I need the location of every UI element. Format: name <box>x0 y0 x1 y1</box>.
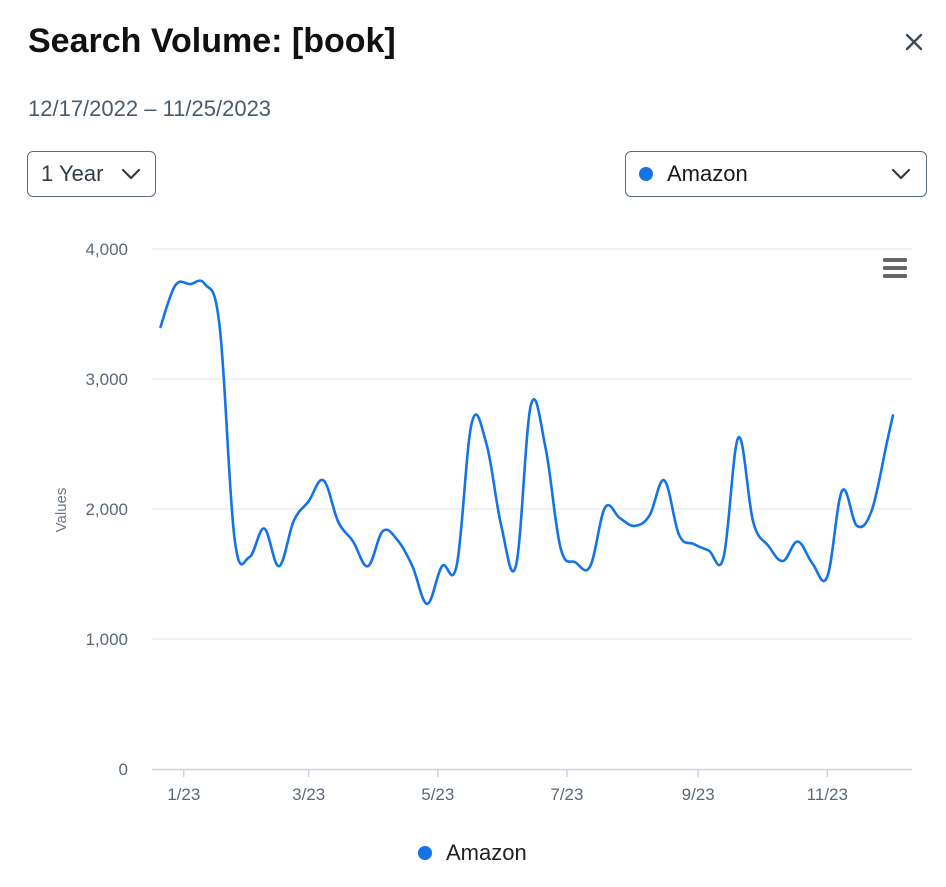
x-tick-label: 9/23 <box>682 785 715 804</box>
x-tick-label: 7/23 <box>550 785 583 804</box>
x-tick-label: 5/23 <box>421 785 454 804</box>
series-layer <box>159 279 895 606</box>
legend-color-dot <box>418 846 432 860</box>
x-tick-label: 11/23 <box>807 785 848 804</box>
source-select-value: Amazon <box>667 161 748 186</box>
y-tick-label: 4,000 <box>85 240 128 259</box>
range-select[interactable]: 1 Year <box>27 151 156 197</box>
series-line-amazon <box>159 279 895 606</box>
y-tick-label: 1,000 <box>85 630 128 649</box>
page-title: Search Volume: [book] <box>28 22 396 60</box>
chart-menu-button[interactable] <box>880 256 910 280</box>
x-tick-label: 3/23 <box>292 785 325 804</box>
y-tick-label: 0 <box>119 760 128 779</box>
chevron-down-icon <box>121 168 141 180</box>
x-tick-label: 1/23 <box>167 785 200 804</box>
line-chart: 0 1,000 2,000 3,000 4,000 1/23 3/23 5/23 7/23 9/2… <box>53 240 912 804</box>
y-tick-label: 3,000 <box>85 370 128 389</box>
chevron-down-icon <box>891 168 911 180</box>
chart-legend-item[interactable]: Amazon <box>418 840 527 866</box>
source-select[interactable]: Amazon <box>625 151 927 197</box>
date-range: 12/17/2022 – 11/25/2023 <box>28 96 272 121</box>
close-icon <box>905 33 923 51</box>
close-button[interactable] <box>896 24 932 60</box>
y-tick-label: 2,000 <box>85 500 128 519</box>
axes: 0 1,000 2,000 3,000 4,000 1/23 3/23 5/23 7/23 9/2… <box>85 240 912 804</box>
legend-label: Amazon <box>446 840 527 865</box>
source-color-dot <box>639 167 653 181</box>
y-axis-label: Values <box>53 488 70 533</box>
hamburger-menu-icon <box>883 258 907 278</box>
range-select-value: 1 Year <box>41 161 104 186</box>
grid-lines <box>152 248 912 640</box>
